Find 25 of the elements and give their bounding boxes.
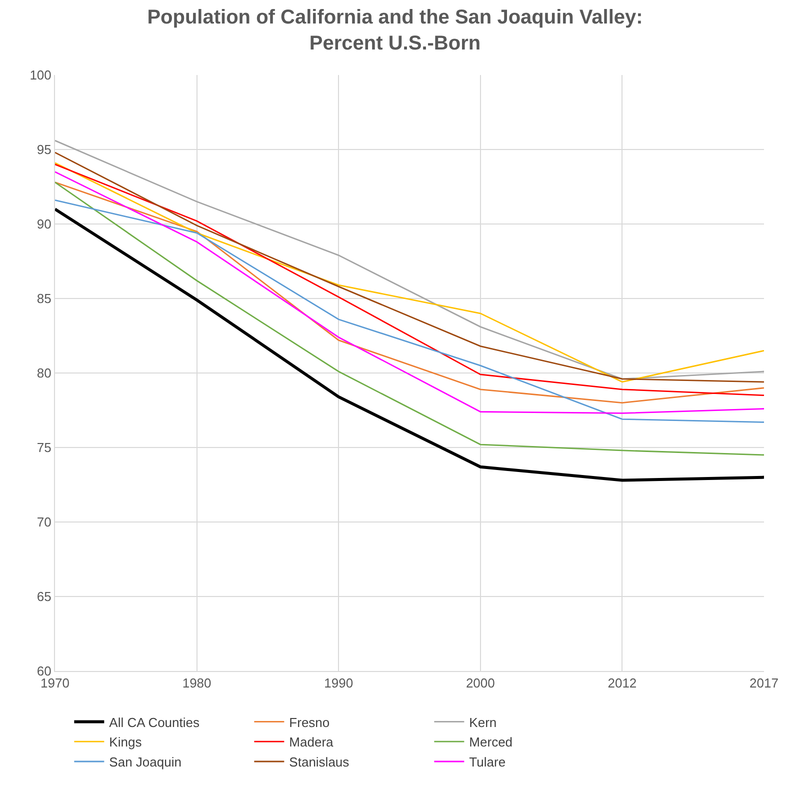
y-tick-label: 85: [36, 291, 52, 306]
y-tick-label: 90: [36, 216, 52, 232]
line-series: [55, 208, 764, 482]
y-tick-label: 70: [36, 514, 52, 530]
legend-label: Tulare: [469, 754, 506, 770]
x-tick-label: 2000: [466, 676, 495, 691]
legend-label: Madera: [289, 734, 334, 750]
legend-label: Kern: [469, 714, 497, 730]
x-tick-label: 2012: [608, 676, 637, 691]
legend-label: All CA Counties: [109, 714, 200, 730]
x-tick-label: 1990: [324, 676, 354, 691]
x-tick-label: 2017: [750, 676, 778, 691]
legend-label: San Joaquin: [109, 754, 182, 770]
y-tick-label: 95: [36, 142, 52, 158]
legend-label: Kings: [109, 734, 142, 750]
y-tick-label: 75: [36, 440, 52, 456]
legend-label: Merced: [469, 734, 513, 750]
y-tick-label: 100: [30, 68, 52, 83]
x-tick-label: 1980: [182, 676, 212, 691]
legend-label: Stanislaus: [289, 754, 350, 770]
chart-title: Population of California and the San Joaquin Valley: Percent U.S.-Born: [147, 6, 643, 55]
legend-label: Fresno: [289, 714, 330, 730]
y-tick-label: 65: [36, 589, 52, 604]
y-tick-label: 80: [36, 366, 52, 381]
line-series: [55, 182, 764, 456]
